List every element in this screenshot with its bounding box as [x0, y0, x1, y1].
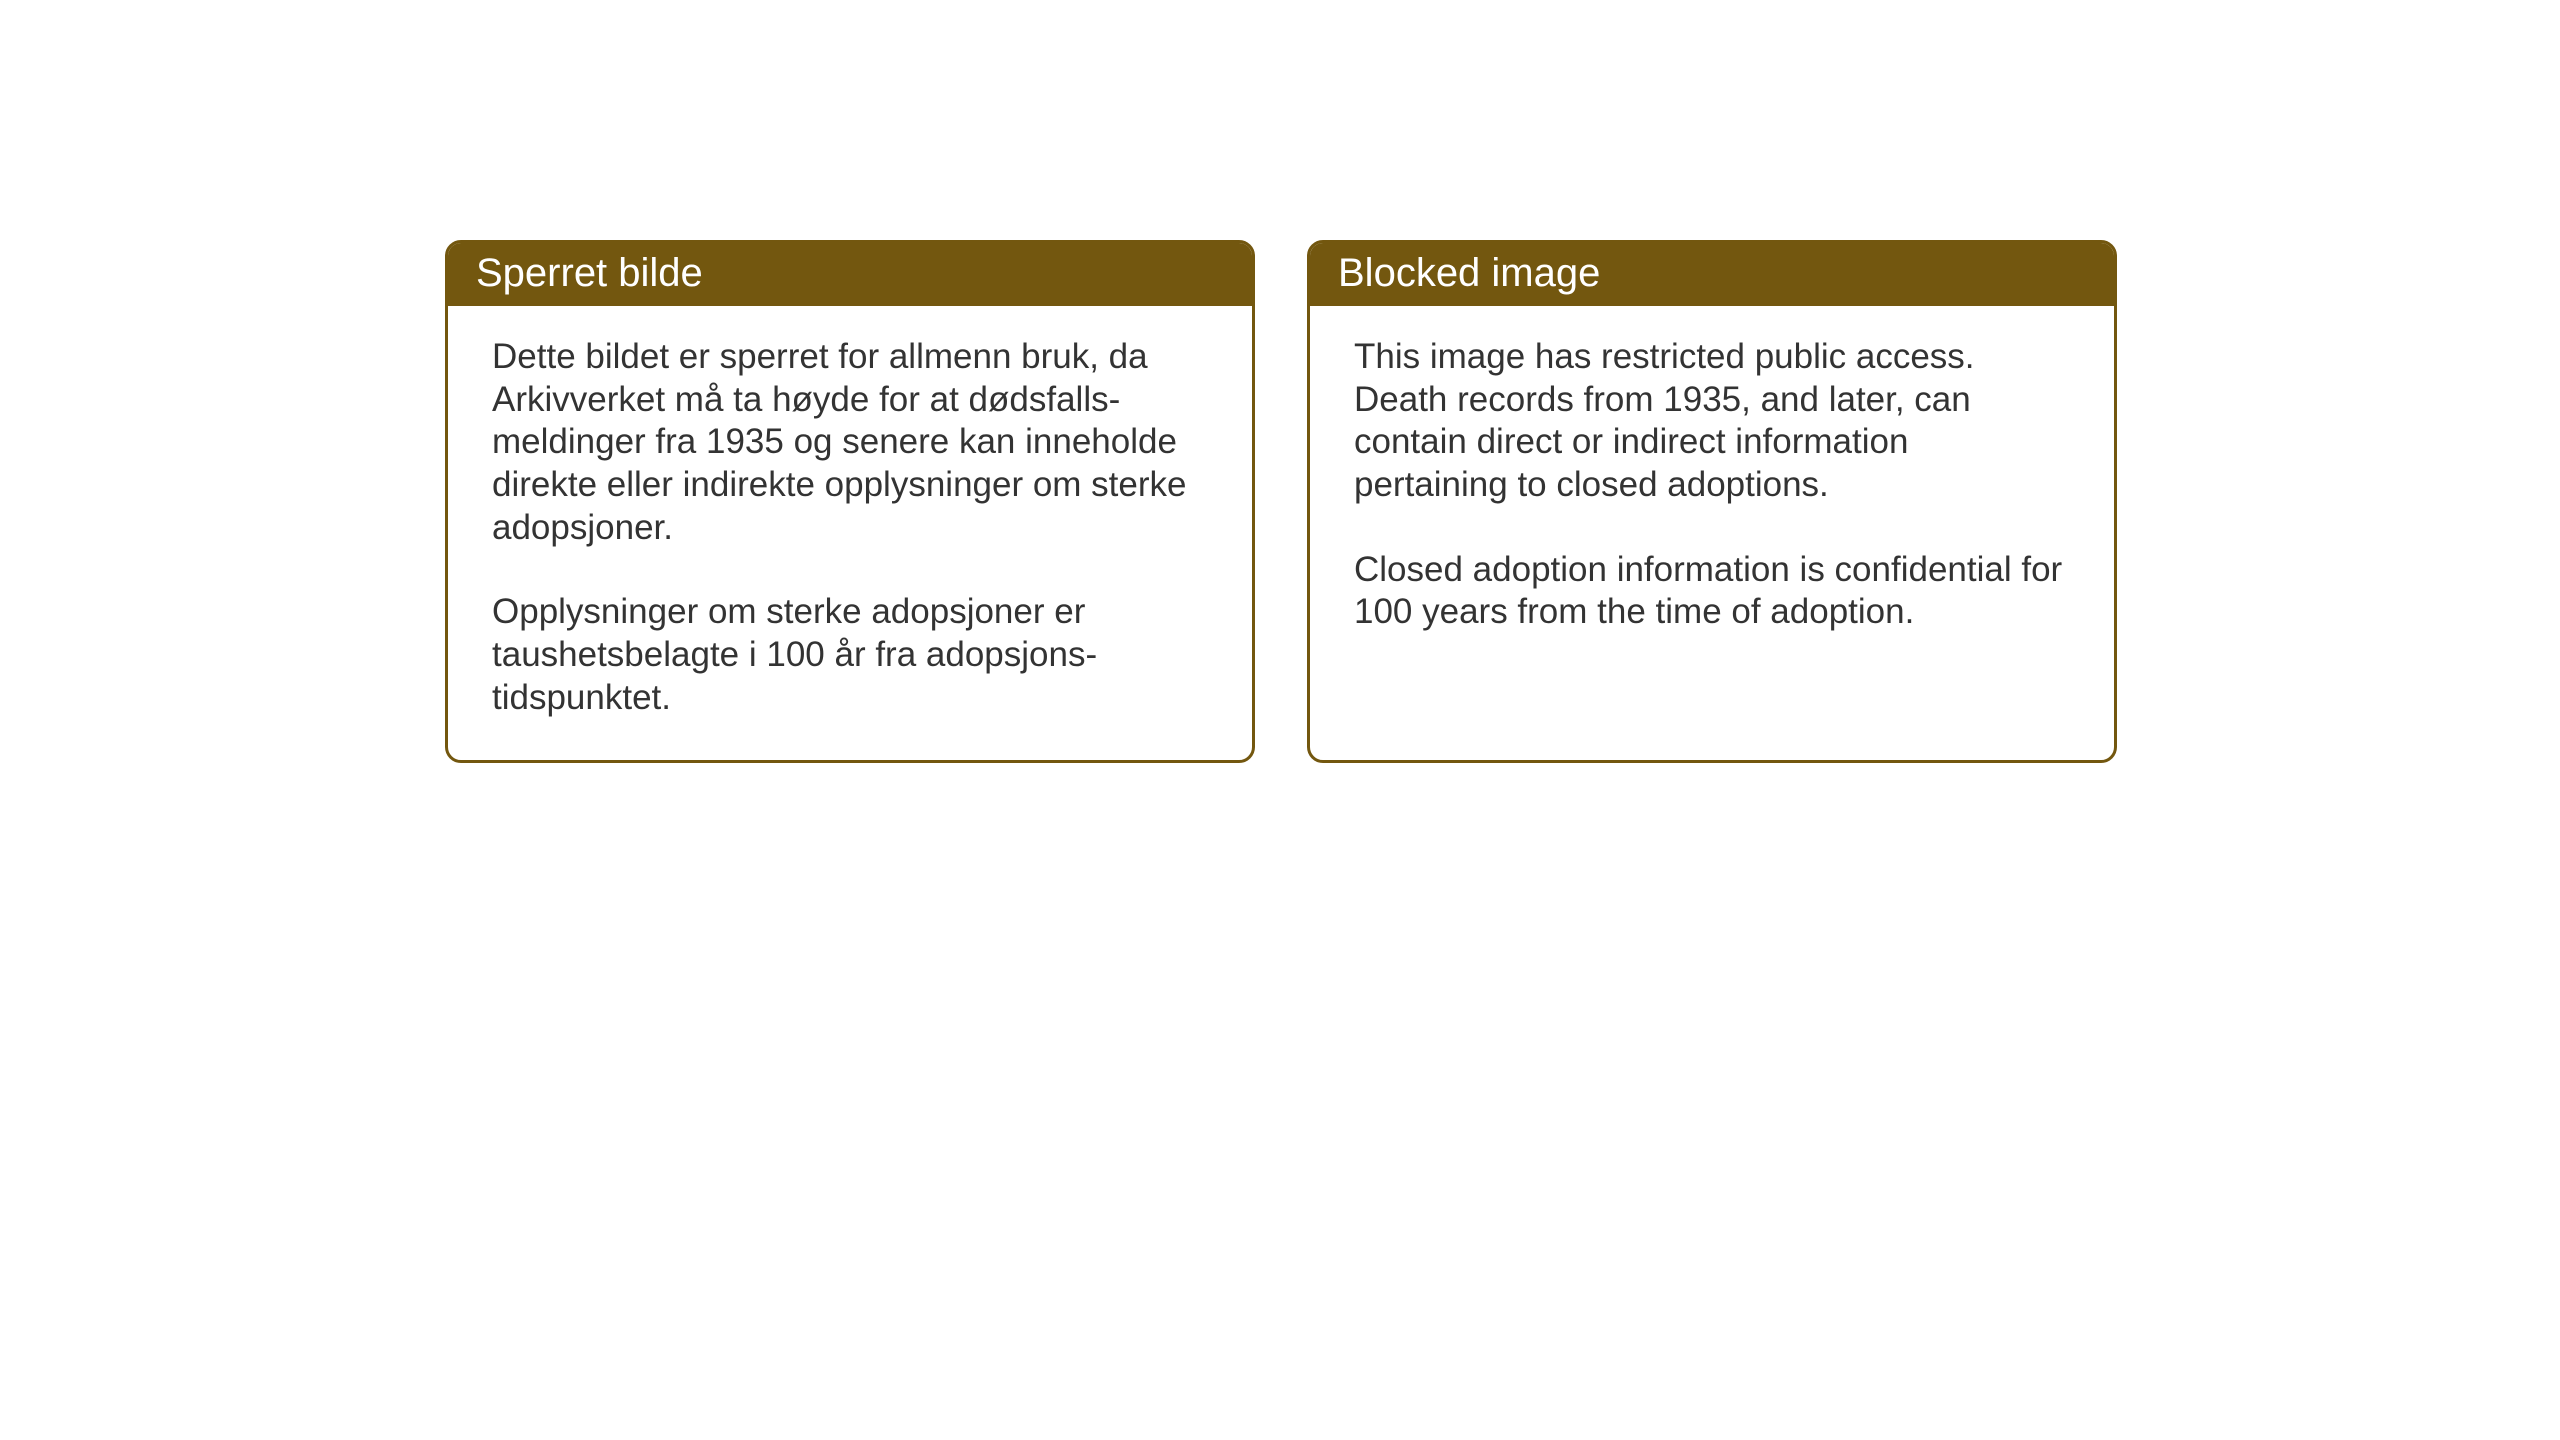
notice-title-english: Blocked image	[1338, 251, 1600, 295]
notice-paragraph-1-english: This image has restricted public access.…	[1354, 336, 2070, 507]
notice-header-english: Blocked image	[1310, 243, 2114, 306]
notice-container: Sperret bilde Dette bildet er sperret fo…	[445, 240, 2117, 763]
notice-paragraph-2-norwegian: Opplysninger om sterke adopsjoner er tau…	[492, 591, 1208, 719]
notice-header-norwegian: Sperret bilde	[448, 243, 1252, 306]
notice-body-english: This image has restricted public access.…	[1310, 306, 2114, 738]
notice-box-english: Blocked image This image has restricted …	[1307, 240, 2117, 763]
notice-paragraph-1-norwegian: Dette bildet er sperret for allmenn bruk…	[492, 336, 1208, 549]
notice-paragraph-2-english: Closed adoption information is confident…	[1354, 549, 2070, 634]
notice-body-norwegian: Dette bildet er sperret for allmenn bruk…	[448, 306, 1252, 760]
notice-title-norwegian: Sperret bilde	[476, 251, 703, 295]
notice-box-norwegian: Sperret bilde Dette bildet er sperret fo…	[445, 240, 1255, 763]
